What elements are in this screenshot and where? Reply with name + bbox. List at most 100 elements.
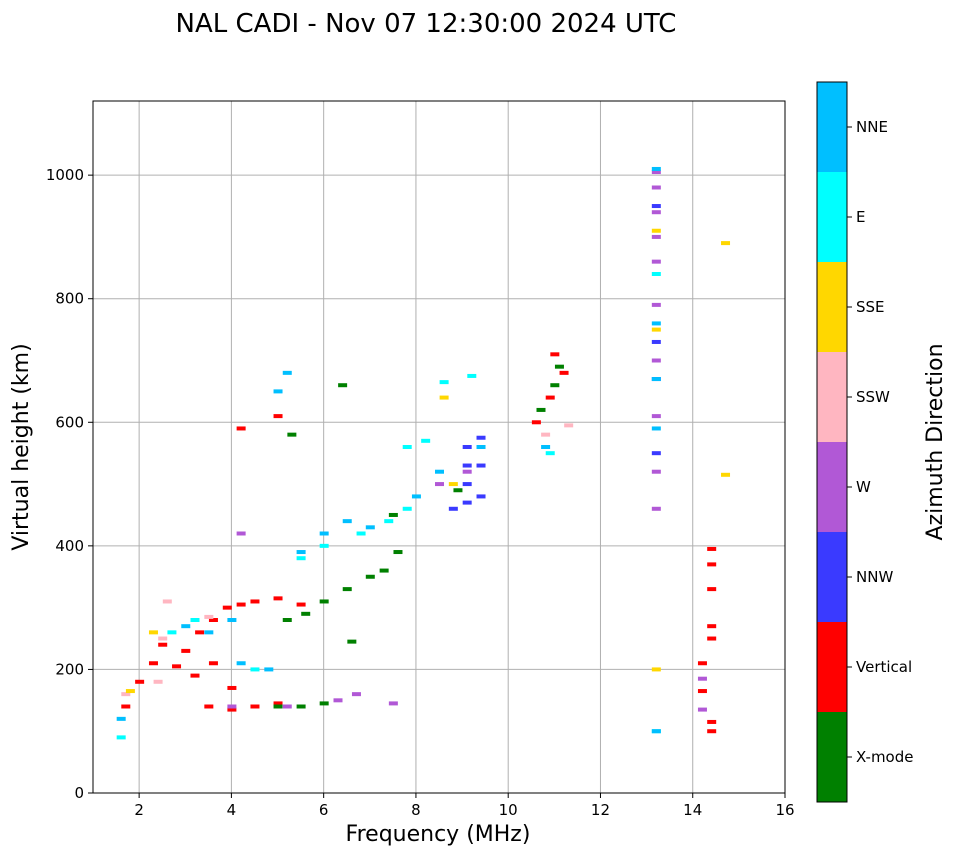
data-point-x-mode [273,704,283,709]
colorbar-segment [817,352,847,442]
data-point-vertical [531,420,541,425]
colorbar-title: Azimuth Direction [923,343,948,540]
data-point-w [227,704,237,709]
data-point-nne [296,550,306,555]
data-point-nne [651,377,661,382]
colorbar-label: E [856,208,865,226]
data-point-w [351,692,361,697]
x-tick-label: 16 [775,801,794,819]
data-point-nne [282,370,292,375]
data-point-x-mode [282,618,292,622]
data-point-vertical [707,587,717,592]
data-point-sse [448,482,458,487]
data-point-sse [721,472,731,477]
data-point-vertical [707,719,717,724]
data-point-x-mode [388,512,398,517]
data-point-vertical [273,596,283,601]
x-axis-label: Frequency (MHz) [346,822,531,847]
data-point-sse [651,327,661,332]
data-point-nnw [448,506,458,511]
data-point-e [545,451,555,456]
data-point-vertical [707,636,717,641]
chart-title: NAL CADI - Nov 07 12:30:00 2024 UTC [176,9,677,39]
colorbar-segment [817,262,847,352]
data-point-sse [721,241,731,246]
data-point-ssw [121,692,131,697]
data-point-nnw [462,500,472,505]
x-tick-label: 8 [411,801,421,819]
data-point-nne [236,661,246,666]
colorbar-segment [817,442,847,532]
data-point-x-mode [301,611,311,616]
data-point-vertical [195,630,205,635]
data-point-nnw [476,435,486,440]
data-point-w [651,234,661,239]
data-point-vertical [236,602,246,607]
data-point-nne [476,445,486,449]
data-point-nne [319,531,329,536]
x-tick-label: 10 [499,801,518,819]
data-point-nne [342,519,352,524]
x-tick-label: 6 [319,801,329,819]
data-point-e [402,506,412,511]
data-point-x-mode [365,574,375,579]
data-point-nnw [462,482,472,487]
data-point-vertical [707,729,717,734]
x-tick-label: 4 [227,801,237,819]
data-point-vertical [190,673,200,678]
data-point-vertical [222,605,232,610]
data-point-vertical [250,704,260,709]
data-point-x-mode [393,550,403,555]
data-point-vertical [273,701,283,706]
data-point-e [421,438,431,443]
plot-frame-border [92,100,786,794]
data-point-e [190,618,200,622]
data-point-w [697,707,707,712]
data-point-x-mode [342,587,352,592]
data-point-x-mode [319,701,329,706]
y-axis-ticks: 0 200 400 600 800 1000 [46,166,93,802]
data-point-nne [651,426,661,431]
data-point-vertical [227,707,237,712]
data-point-ssw [158,636,168,641]
data-point-w [388,701,398,706]
colorbar-frame [816,81,848,803]
data-point-x-mode [554,364,564,369]
data-points [116,166,731,740]
data-point-sse [651,667,661,672]
data-point-vertical [273,414,283,419]
data-point-vertical [227,685,237,690]
data-point-w [435,482,444,487]
data-point-vertical [148,661,158,666]
data-point-nnw [651,339,661,344]
data-point-w [282,704,292,709]
data-point-nne [227,618,237,622]
plot-frame [92,100,786,794]
y-tick-label: 200 [55,660,84,678]
data-point-w [697,676,707,681]
data-point-e [116,735,126,740]
plot-area: 2 4 6 8 10 12 14 16 0 200 400 600 800 1000 [46,100,795,819]
data-point-vertical [559,370,569,375]
data-point-vertical [250,599,260,604]
data-point-nne [273,389,283,394]
data-point-nnw [476,463,486,468]
x-tick-label: 14 [683,801,702,819]
colorbar-label: X-mode [856,748,913,766]
data-point-w [651,185,661,190]
y-tick-label: 600 [55,413,84,431]
data-point-x-mode [550,383,560,388]
colorbar-segment [817,712,847,802]
y-tick-label: 400 [55,537,84,555]
data-point-vertical [181,648,191,653]
data-point-nnw [462,463,472,468]
data-point-w [651,210,661,215]
data-point-x-mode [338,383,348,388]
data-point-ssw [541,432,551,437]
data-point-vertical [158,642,168,647]
data-point-vertical [204,704,214,709]
data-point-sse [651,228,661,233]
data-point-nne [541,445,551,449]
colorbar-label: W [856,478,871,496]
